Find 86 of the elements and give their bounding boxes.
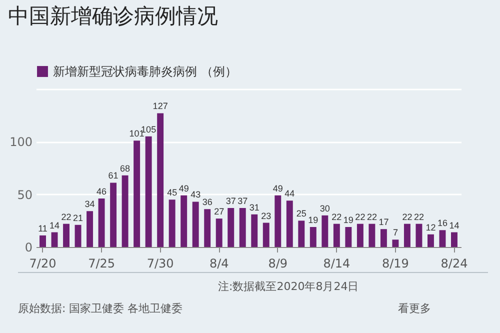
bar [40,235,46,247]
x-tick-label: 8/4 [209,256,229,270]
bar [157,113,164,247]
bar [380,229,387,247]
x-tick-label: 7/20 [29,256,56,270]
data-label: 127 [152,101,168,112]
text: 注:数据截至2020年8月24日 [218,279,359,294]
data-label: 22 [61,212,72,222]
bar [310,226,316,247]
data-label: 44 [284,188,295,199]
bar [192,202,199,247]
data-label: 23 [261,210,272,221]
data-label: 14 [449,220,460,230]
x-tick-label: 8/9 [268,256,288,270]
x-tick-label: 8/14 [323,256,350,270]
data-label: 43 [190,190,201,200]
data-label: 45 [167,188,178,198]
data-label: 19 [308,214,318,225]
y-tick-label: 0 [24,240,32,254]
data-label: 22 [332,212,342,222]
bar [345,226,352,247]
bar [216,218,222,247]
bar [122,175,128,247]
bar [427,234,434,247]
data-label: 31 [249,202,260,212]
x-tick-label: 8/19 [382,256,409,270]
data-label: 12 [426,222,436,232]
x-tick-label: 7/30 [146,256,174,270]
data-label: 22 [355,212,366,222]
data-label: 36 [202,197,212,208]
data-label: 68 [120,163,130,174]
data-label: 17 [378,217,389,228]
bar [262,222,270,247]
y-tick-label: 50 [17,188,32,202]
bar [356,224,364,247]
bar [145,136,152,247]
bar [98,198,105,247]
data-label: 16 [437,218,448,228]
bar [451,232,458,247]
bar [134,140,140,247]
data-label: 25 [296,208,306,219]
data-label: 49 [272,183,283,194]
data-label: 30 [320,203,330,214]
bar [286,200,293,247]
data-label: 22 [366,212,377,222]
bar [180,195,188,247]
bar [298,220,305,247]
data-label: 11 [38,223,48,234]
text: 看更多 [398,301,431,316]
data-label: 19 [343,214,354,225]
chart-title: 中国新增确诊病例情况 [8,4,218,28]
legend-label: 新增新型冠状病毒肺炎病例 （例） [53,64,237,78]
data-label: 34 [84,199,95,210]
bar [392,240,399,247]
bar [51,232,58,247]
bar [228,208,234,247]
x-tick-label: 8/24 [440,256,468,270]
bar [63,224,70,247]
data-label: 37 [238,196,248,206]
bar [404,224,410,247]
bar [110,182,117,247]
data-label: 49 [178,183,189,194]
data-label: 46 [96,186,107,197]
bar [251,214,258,247]
data-label: 61 [108,170,118,181]
bar [86,211,94,247]
bar [333,224,340,247]
bar [416,224,422,247]
bar [439,230,446,247]
bar [239,208,246,247]
bar [204,209,211,247]
data-label: 21 [73,212,84,223]
data-label: 22 [414,212,424,222]
bar [168,200,176,247]
data-label: 22 [402,212,412,222]
text: 原始数据: 国家卫健委 各地卫健委 [18,301,183,316]
data-label: 27 [214,206,224,217]
data-label: 14 [50,220,60,230]
data-label: 37 [226,196,236,206]
x-tick-label: 7/25 [88,256,116,270]
bar [274,195,282,247]
bar [322,215,328,247]
bar [74,224,82,247]
y-tick-label: 100 [10,135,32,150]
bar [368,224,376,247]
data-label: 7 [392,228,398,238]
